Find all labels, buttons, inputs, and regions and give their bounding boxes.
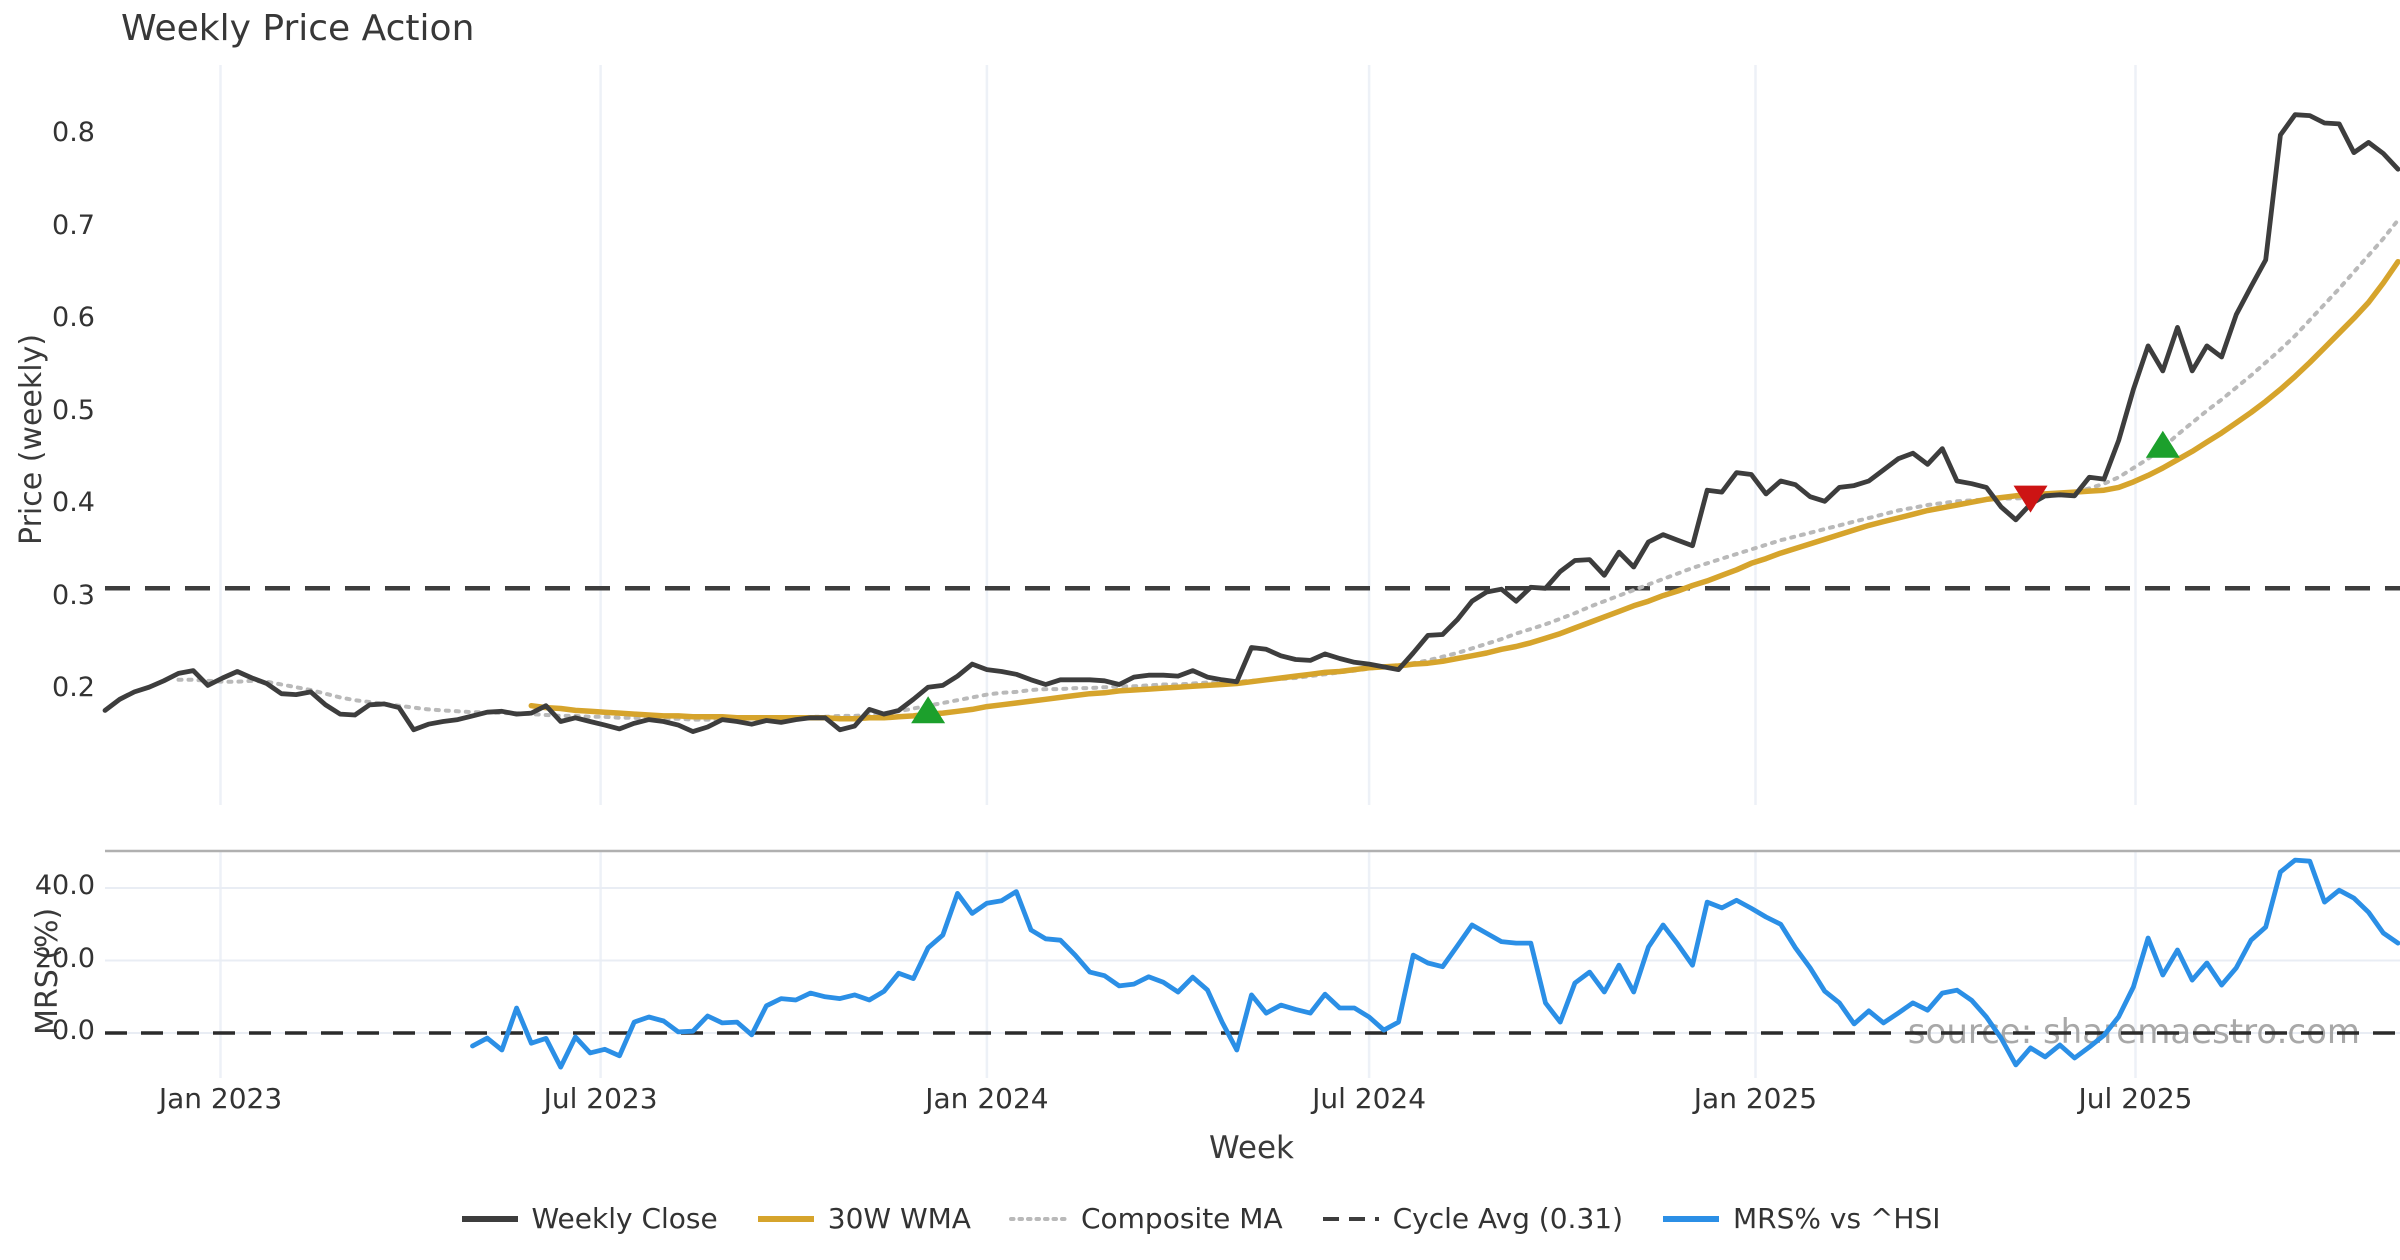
x-tick-label: Jan 2023 bbox=[158, 1082, 283, 1115]
legend-item: Composite MA bbox=[1008, 1202, 1283, 1235]
legend-line-sample bbox=[461, 1215, 518, 1222]
legend-label: MRS% vs ^HSI bbox=[1733, 1202, 1941, 1235]
sell-signal-marker bbox=[2013, 485, 2048, 513]
buy-signal-marker bbox=[911, 696, 946, 724]
legend-line-sample bbox=[1322, 1216, 1379, 1221]
legend-item: Cycle Avg (0.31) bbox=[1321, 1202, 1623, 1235]
composite-ma-line bbox=[176, 218, 2400, 722]
price-ytick-label: 0.3 bbox=[52, 579, 95, 611]
mrs-ytick-label: 20.0 bbox=[34, 942, 95, 974]
legend-item: 30W WMA bbox=[756, 1202, 971, 1235]
legend-label: 30W WMA bbox=[827, 1202, 971, 1235]
legend-line-sample bbox=[1663, 1215, 1719, 1222]
mrs-line bbox=[470, 857, 2400, 1070]
legend-line-sample bbox=[1008, 1216, 1069, 1221]
legend-label: Weekly Close bbox=[531, 1202, 718, 1235]
x-tick-label: Jan 2025 bbox=[1693, 1082, 1818, 1115]
price-ytick-label: 0.6 bbox=[52, 302, 95, 333]
x-tick-label: Jul 2024 bbox=[1312, 1082, 1427, 1115]
legend-label: Cycle Avg (0.31) bbox=[1392, 1202, 1623, 1235]
price-ytick-label: 0.2 bbox=[52, 672, 95, 703]
mrs-ytick-label: 0.0 bbox=[52, 1015, 95, 1046]
x-axis-label: Week bbox=[1209, 1130, 1294, 1166]
price-ytick-label: 0.5 bbox=[52, 394, 95, 426]
wma30-line bbox=[528, 258, 2400, 722]
x-tick-label: Jul 2025 bbox=[2078, 1082, 2193, 1115]
mrs-ytick-label: 40.0 bbox=[34, 870, 95, 901]
legend-line-sample bbox=[757, 1215, 814, 1222]
legend: Weekly Close 30W WMA Composite MA Cycle Avg… bbox=[0, 1202, 2400, 1235]
chart-title: Weekly Price Action bbox=[121, 8, 475, 49]
legend-label: Composite MA bbox=[1080, 1202, 1283, 1235]
price-ytick-label: 0.8 bbox=[52, 117, 95, 148]
buy-signal-marker bbox=[2145, 430, 2180, 458]
legend-item: MRS% vs ^HSI bbox=[1661, 1202, 1941, 1235]
x-tick-label: Jul 2023 bbox=[543, 1082, 658, 1115]
weekly-close-line bbox=[102, 112, 2400, 734]
price-ytick-label: 0.4 bbox=[52, 487, 95, 518]
legend-item: Weekly Close bbox=[460, 1202, 718, 1235]
x-tick-label: Jan 2024 bbox=[925, 1082, 1049, 1115]
price-ytick-label: 0.7 bbox=[52, 209, 95, 241]
